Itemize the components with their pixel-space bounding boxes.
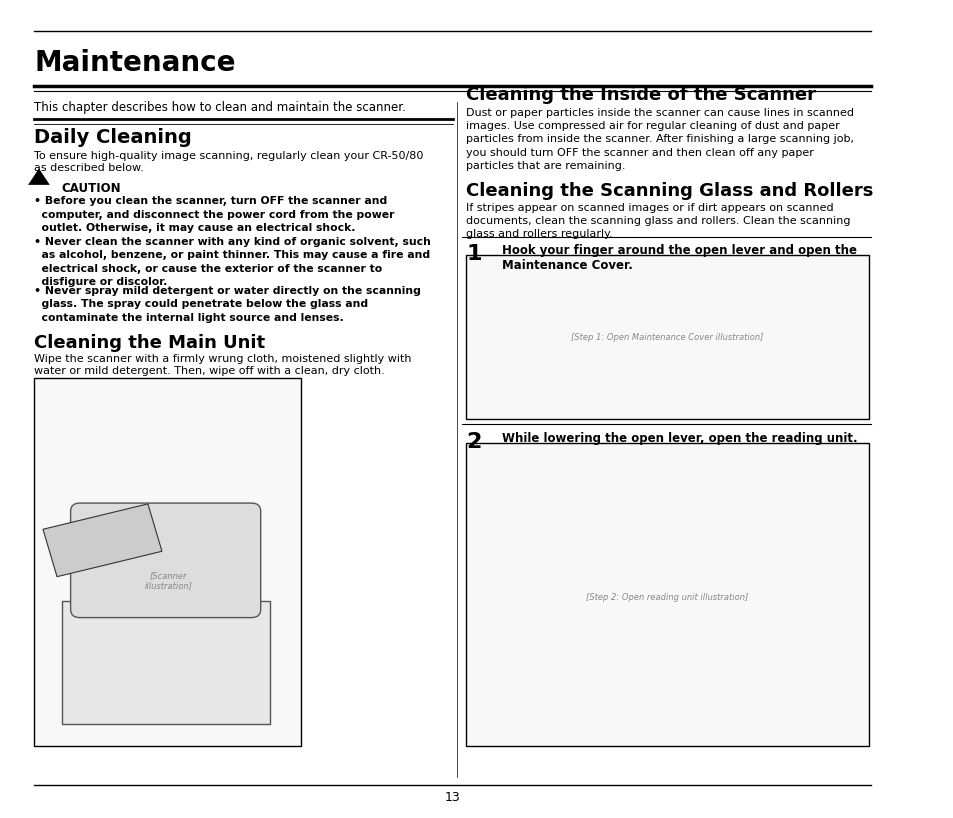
Text: This chapter describes how to clean and maintain the scanner.: This chapter describes how to clean and … — [34, 101, 406, 114]
Text: Wipe the scanner with a firmly wrung cloth, moistened slightly with
water or mil: Wipe the scanner with a firmly wrung clo… — [34, 354, 412, 375]
Text: While lowering the open lever, open the reading unit.: While lowering the open lever, open the … — [502, 432, 857, 445]
Text: Cleaning the Scanning Glass and Rollers: Cleaning the Scanning Glass and Rollers — [466, 182, 873, 200]
Text: • Never spray mild detergent or water directly on the scanning
  glass. The spra: • Never spray mild detergent or water di… — [34, 286, 421, 322]
Text: [Scanner
illustration]: [Scanner illustration] — [144, 571, 193, 591]
Text: Cleaning the Inside of the Scanner: Cleaning the Inside of the Scanner — [466, 86, 816, 104]
FancyBboxPatch shape — [466, 443, 868, 746]
Text: To ensure high-quality image scanning, regularly clean your CR-50/80
as describe: To ensure high-quality image scanning, r… — [34, 151, 423, 173]
Text: 2: 2 — [466, 432, 481, 452]
FancyBboxPatch shape — [34, 378, 301, 746]
Text: Daily Cleaning: Daily Cleaning — [34, 128, 192, 147]
Text: 13: 13 — [444, 791, 460, 804]
Text: Hook your finger around the open lever and open the
Maintenance Cover.: Hook your finger around the open lever a… — [502, 244, 857, 272]
Text: Cleaning the Main Unit: Cleaning the Main Unit — [34, 334, 265, 352]
Text: 1: 1 — [466, 244, 481, 263]
Text: [Step 2: Open reading unit illustration]: [Step 2: Open reading unit illustration] — [585, 592, 747, 602]
Polygon shape — [28, 169, 50, 185]
Text: CAUTION: CAUTION — [62, 182, 121, 195]
FancyBboxPatch shape — [71, 503, 260, 618]
FancyBboxPatch shape — [466, 255, 868, 419]
Text: If stripes appear on scanned images or if dirt appears on scanned
documents, cle: If stripes appear on scanned images or i… — [466, 203, 850, 239]
Text: [Step 1: Open Maintenance Cover illustration]: [Step 1: Open Maintenance Cover illustra… — [570, 332, 762, 342]
Text: !: ! — [37, 170, 41, 180]
Bar — [43, 504, 162, 577]
Bar — [62, 601, 270, 724]
Text: Maintenance: Maintenance — [34, 49, 235, 77]
Text: Dust or paper particles inside the scanner can cause lines in scanned
images. Us: Dust or paper particles inside the scann… — [466, 108, 853, 171]
Text: • Never clean the scanner with any kind of organic solvent, such
  as alcohol, b: • Never clean the scanner with any kind … — [34, 237, 431, 287]
Text: • Before you clean the scanner, turn OFF the scanner and
  computer, and disconn: • Before you clean the scanner, turn OFF… — [34, 196, 395, 232]
